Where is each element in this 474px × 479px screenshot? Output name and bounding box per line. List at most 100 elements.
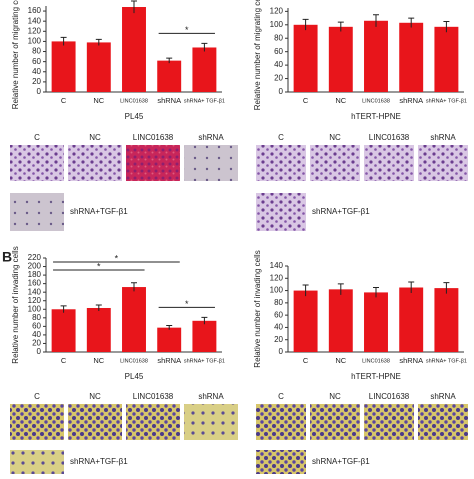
bar bbox=[51, 309, 76, 352]
x-tick-label: NC bbox=[335, 356, 346, 365]
bar bbox=[399, 287, 424, 352]
y-tick-label: 80 bbox=[274, 33, 283, 42]
bar bbox=[434, 26, 459, 92]
y-tick-label: 0 bbox=[37, 347, 42, 356]
y-tick-label: 100 bbox=[270, 20, 284, 29]
y-tick-label: 140 bbox=[28, 16, 42, 25]
error-bar bbox=[337, 21, 344, 32]
y-tick-label: 40 bbox=[274, 60, 283, 69]
micrograph bbox=[310, 145, 360, 181]
micrograph bbox=[68, 145, 122, 181]
y-tick-label: 40 bbox=[32, 330, 41, 339]
bar bbox=[293, 24, 318, 92]
y-tick-label: 120 bbox=[28, 296, 42, 305]
error-bar bbox=[95, 38, 102, 46]
micrograph-label: shRNA bbox=[198, 392, 224, 401]
bar bbox=[364, 20, 388, 93]
x-tick-label: NC bbox=[93, 96, 104, 105]
y-tick-label: 60 bbox=[274, 47, 283, 56]
y-tick-label: 140 bbox=[270, 261, 284, 270]
x-tick-label: LINC01638 bbox=[362, 98, 390, 104]
bar bbox=[293, 290, 318, 352]
bar bbox=[399, 22, 424, 93]
bar bbox=[86, 307, 111, 352]
y-tick-label: 0 bbox=[279, 347, 284, 356]
significance-label: * bbox=[97, 261, 101, 271]
bar bbox=[364, 292, 388, 352]
x-axis-label: hTERT-HPNE bbox=[351, 112, 401, 121]
x-tick-label: shRNA bbox=[399, 356, 423, 365]
x-tick-label: shRNA bbox=[157, 96, 181, 105]
error-bar bbox=[166, 57, 173, 64]
significance-label: * bbox=[185, 299, 189, 309]
y-axis-label: Relative number of migrating cells bbox=[11, 0, 20, 109]
bar bbox=[122, 7, 146, 92]
micrograph-label: shRNA+TGF-β1 bbox=[312, 457, 370, 466]
y-tick-label: 120 bbox=[270, 273, 284, 282]
x-tick-label: shRNA+ TGF-β1 bbox=[426, 358, 467, 364]
y-tick-label: 100 bbox=[28, 37, 42, 46]
micrograph-label: LINC01638 bbox=[369, 392, 410, 401]
bar bbox=[86, 42, 111, 92]
y-tick-label: 120 bbox=[270, 6, 284, 15]
micrograph bbox=[256, 145, 306, 181]
y-tick-label: 80 bbox=[32, 47, 41, 56]
micrograph bbox=[256, 404, 306, 440]
bar bbox=[157, 327, 182, 352]
x-tick-label: C bbox=[303, 96, 309, 105]
y-tick-label: 160 bbox=[28, 6, 42, 15]
y-tick-label: 60 bbox=[274, 310, 283, 319]
micrograph-label: shRNA+TGF-β1 bbox=[70, 457, 128, 466]
error-bar bbox=[373, 14, 379, 27]
micrograph bbox=[68, 404, 122, 440]
y-tick-label: 60 bbox=[32, 57, 41, 66]
significance-label: * bbox=[185, 25, 189, 35]
y-tick-label: 180 bbox=[28, 270, 42, 279]
x-tick-label: C bbox=[303, 356, 309, 365]
micrograph-label: NC bbox=[89, 392, 101, 401]
y-tick-label: 80 bbox=[32, 313, 41, 322]
x-tick-label: LINC01638 bbox=[362, 358, 390, 364]
error-bar bbox=[60, 305, 67, 313]
error-bar bbox=[443, 20, 450, 33]
y-tick-label: 40 bbox=[32, 67, 41, 76]
x-tick-label: shRNA+ TGF-β1 bbox=[426, 98, 467, 104]
x-tick-label: C bbox=[61, 96, 67, 105]
micrograph-label: shRNA bbox=[430, 133, 456, 142]
micrograph bbox=[10, 450, 64, 474]
micrograph-label: shRNA bbox=[430, 392, 456, 401]
error-bar bbox=[302, 18, 309, 31]
micrograph bbox=[364, 145, 414, 181]
x-tick-label: shRNA bbox=[157, 356, 181, 365]
error-bar bbox=[302, 284, 309, 297]
micrograph-label: C bbox=[278, 392, 284, 401]
panel-label: B bbox=[2, 249, 12, 265]
y-tick-label: 100 bbox=[270, 286, 284, 295]
x-tick-label: NC bbox=[93, 356, 104, 365]
error-bar bbox=[201, 316, 208, 325]
y-tick-label: 100 bbox=[28, 304, 42, 313]
micrograph-label: NC bbox=[329, 392, 341, 401]
y-tick-label: 20 bbox=[274, 74, 283, 83]
error-bar bbox=[337, 283, 344, 295]
bar bbox=[192, 320, 217, 352]
x-tick-label: shRNA+ TGF-β1 bbox=[184, 98, 225, 104]
y-axis-label: Relative number of invading cells bbox=[253, 250, 262, 367]
y-tick-label: 40 bbox=[274, 323, 283, 332]
error-bar bbox=[373, 287, 379, 298]
error-bar bbox=[408, 17, 415, 28]
bar bbox=[157, 60, 182, 92]
y-tick-label: 20 bbox=[32, 77, 41, 86]
micrograph bbox=[10, 145, 64, 181]
x-axis-label: PL45 bbox=[125, 112, 144, 121]
y-tick-label: 0 bbox=[37, 87, 42, 96]
y-tick-label: 160 bbox=[28, 279, 42, 288]
error-bar bbox=[201, 42, 208, 52]
error-bar bbox=[166, 325, 173, 330]
micrograph bbox=[184, 404, 238, 440]
x-axis-label: hTERT-HPNE bbox=[351, 372, 401, 381]
y-axis-label: Relative number of invading cells bbox=[11, 246, 20, 363]
y-tick-label: 200 bbox=[28, 262, 42, 271]
micrograph bbox=[310, 404, 360, 440]
